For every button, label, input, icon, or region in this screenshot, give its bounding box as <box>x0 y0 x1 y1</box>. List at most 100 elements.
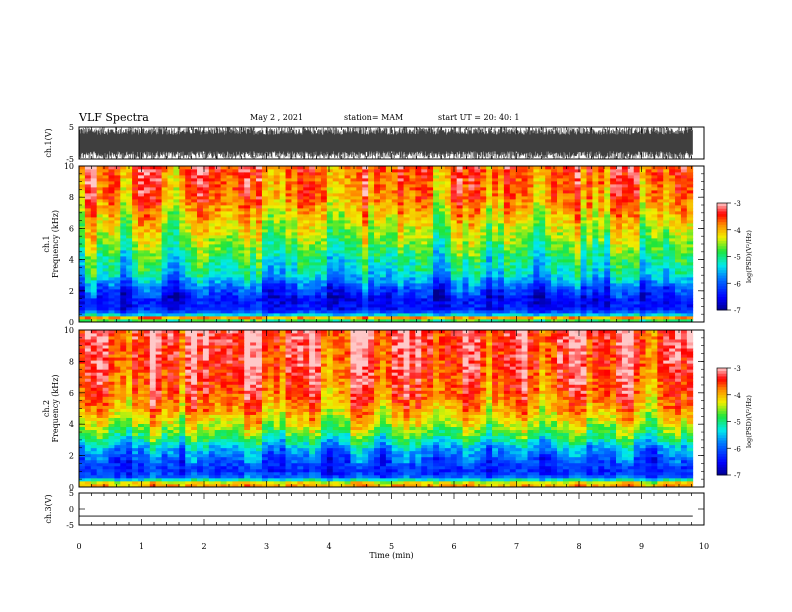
spectrogram-cell <box>433 256 440 260</box>
spectrogram-cell <box>244 274 251 278</box>
spectrogram-cell <box>173 202 180 206</box>
spectrogram-cell <box>291 307 298 311</box>
spectrogram-cell <box>627 244 635 248</box>
spectrogram-cell <box>285 172 292 176</box>
spectrogram-cell <box>102 166 109 170</box>
spectrogram-cell <box>279 289 286 293</box>
spectrogram-cell <box>539 259 546 263</box>
spectrogram-cell <box>173 301 180 305</box>
spectrogram-cell <box>261 196 269 200</box>
spectrogram-cell <box>267 247 275 251</box>
spectrogram-cell <box>291 271 298 275</box>
spectrogram-cell <box>486 205 493 209</box>
spectrogram-cell <box>161 292 168 296</box>
spectrogram-cell <box>610 283 617 287</box>
spectrogram-cell <box>208 226 216 230</box>
spectrogram-cell <box>161 175 168 179</box>
spectrogram-cell <box>533 184 540 188</box>
spectrogram-cell <box>149 187 157 191</box>
spectrogram-cell <box>557 199 564 203</box>
spectrogram-cell <box>486 178 493 182</box>
spectrogram-cell <box>238 211 245 215</box>
spectrogram-cell <box>143 256 151 260</box>
spectrogram-cell <box>238 205 245 209</box>
spectrogram-cell <box>102 205 109 209</box>
spectrogram-cell <box>568 268 576 272</box>
spectrogram-cell <box>114 172 121 176</box>
spectrogram-cell <box>421 319 428 323</box>
spectrogram-cell <box>568 280 576 284</box>
spectrogram-cell <box>291 241 298 245</box>
spectrogram-cell <box>586 214 593 218</box>
spectrogram-cell <box>256 214 263 218</box>
spectrogram-cell <box>374 271 381 275</box>
spectrogram-cell <box>509 289 517 293</box>
spectrogram-cell <box>185 223 192 227</box>
spectrogram-cell <box>185 268 192 272</box>
spectrogram-cell <box>551 274 558 278</box>
spectrogram-cell <box>586 316 593 320</box>
spectrogram-cell <box>79 202 86 206</box>
spectrogram-cell <box>96 265 103 269</box>
spectrogram-cell <box>397 223 404 227</box>
spectrogram-cell <box>238 208 245 212</box>
spectrogram-cell <box>338 304 345 308</box>
spectrogram-cell <box>179 220 186 224</box>
spectrogram-cell <box>149 289 157 293</box>
spectrogram-cell <box>120 286 127 290</box>
spectrogram-cell <box>374 292 381 296</box>
spectrogram-cell <box>492 229 499 233</box>
spectrogram-cell <box>474 295 481 299</box>
spectrogram-cell <box>220 226 227 230</box>
spectrogram-cell <box>226 316 233 320</box>
spectrogram-cell <box>214 286 222 290</box>
spectrogram-cell <box>557 271 564 275</box>
spectrogram-cell <box>173 169 180 173</box>
spectrogram-cell <box>161 214 168 218</box>
spectrogram-cell <box>527 238 534 242</box>
waveform-ch1-panel: 5-5ch.1(V) <box>44 123 705 164</box>
spectrogram-cell <box>604 277 611 281</box>
spectrogram-cell <box>279 217 286 221</box>
spectrogram-cell <box>132 178 139 182</box>
spectrogram-cell <box>179 274 186 278</box>
spectrogram-cell <box>480 232 487 236</box>
spectrogram-cell <box>285 283 292 287</box>
spectrogram-cell <box>267 280 275 284</box>
spectrogram-cell <box>574 184 582 188</box>
spectrogram-cell <box>350 187 357 191</box>
spectrogram-cell <box>374 187 381 191</box>
spectrogram-cell <box>527 316 534 320</box>
spectrogram-cell <box>450 181 458 185</box>
spectrogram-cell <box>356 292 363 296</box>
spectrogram-cell <box>415 196 422 200</box>
spectrogram-cell <box>309 184 316 188</box>
spectrogram-cell <box>320 247 328 251</box>
spectrogram-cell <box>362 283 369 287</box>
spectrogram-cell <box>96 208 103 212</box>
spectrogram-cell <box>627 229 635 233</box>
spectrogram-cell <box>297 265 304 269</box>
spectrogram-cell <box>521 181 528 185</box>
spectrogram-cell <box>143 178 151 182</box>
spectrogram-cell <box>350 220 357 224</box>
spectrogram-cell <box>84 217 92 221</box>
spectrogram-cell <box>214 301 222 305</box>
spectrogram-cell <box>397 319 404 323</box>
spectrogram-cell <box>114 274 121 278</box>
spectrogram-cell <box>273 181 281 185</box>
spectrogram-cell <box>545 184 552 188</box>
spectrogram-cell <box>527 250 534 254</box>
spectrogram-cell <box>586 178 593 182</box>
spectrogram-cell <box>332 295 340 299</box>
spectrogram-cell <box>96 274 103 278</box>
spectrogram-cell <box>202 193 210 197</box>
spectrogram-cell <box>456 244 463 248</box>
spectrogram-cell <box>379 193 387 197</box>
spectrogram-cell <box>527 262 534 266</box>
spectrogram-cell <box>261 193 269 197</box>
spectrogram-cell <box>580 313 587 317</box>
spectrogram-cell <box>527 190 534 194</box>
spectrogram-cell <box>503 193 511 197</box>
spectrogram-cell <box>379 214 387 218</box>
